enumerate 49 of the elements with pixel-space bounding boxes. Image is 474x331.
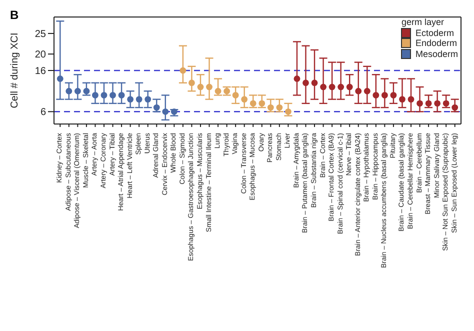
y-tick-label: 16 — [34, 66, 46, 78]
point — [197, 84, 204, 90]
y-tick-label: 6 — [40, 107, 46, 118]
y-tick-label: 25 — [34, 29, 46, 40]
text: B — [10, 8, 19, 22]
point — [346, 84, 353, 90]
point — [294, 76, 300, 82]
point — [136, 96, 142, 103]
point — [328, 84, 336, 90]
point — [110, 92, 116, 98]
point — [118, 92, 125, 98]
point — [364, 88, 370, 94]
point — [355, 88, 362, 94]
point — [311, 80, 318, 86]
y-axis-title: Cell # during XCI — [10, 32, 21, 108]
point — [180, 67, 186, 74]
point — [56, 76, 64, 82]
point — [390, 92, 397, 98]
point — [399, 96, 406, 103]
point — [285, 108, 292, 115]
legend-label: Mesoderm — [415, 48, 458, 59]
point — [74, 88, 81, 94]
point — [434, 100, 441, 107]
point — [452, 104, 458, 111]
point — [100, 92, 108, 98]
point — [425, 100, 432, 107]
point — [241, 96, 248, 103]
point — [127, 96, 134, 103]
point — [338, 84, 344, 90]
point — [232, 92, 239, 98]
point — [320, 84, 326, 90]
point — [92, 92, 98, 98]
point — [153, 104, 160, 111]
point — [162, 108, 169, 115]
point — [83, 88, 90, 94]
point — [188, 80, 195, 86]
point — [144, 96, 152, 103]
legend-title: germ layer — [401, 17, 445, 28]
point — [408, 96, 414, 103]
point — [302, 80, 309, 86]
y-tick-label: 20 — [34, 50, 46, 61]
point — [381, 92, 388, 98]
legend-label: Ectoderm — [415, 28, 454, 38]
point — [416, 100, 423, 107]
point — [66, 88, 72, 94]
point — [372, 92, 380, 98]
legend-label: Endoderm — [415, 38, 458, 48]
point — [206, 84, 212, 90]
point — [442, 100, 450, 107]
